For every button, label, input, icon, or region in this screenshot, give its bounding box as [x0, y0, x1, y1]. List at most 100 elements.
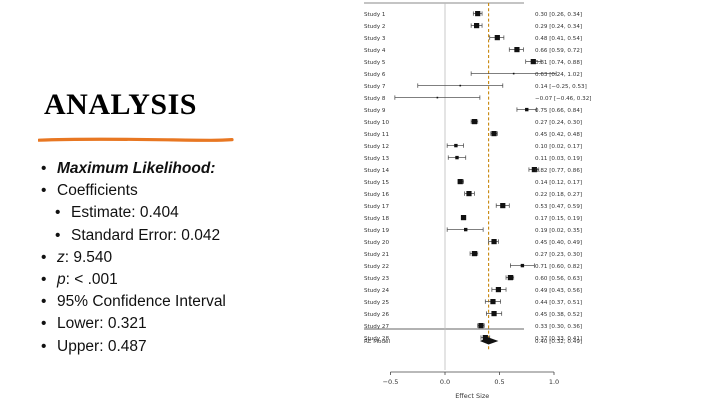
- study-point-estimate: [482, 335, 488, 341]
- study-label: Study 21: [364, 252, 389, 258]
- study-effect-text: 0.44 [0.37, 0.51]: [535, 300, 582, 306]
- x-tick-label: 1.0: [549, 378, 559, 386]
- bullet-method: Maximum Likelihood:: [40, 158, 226, 180]
- bullet-z: z: 9.540: [40, 247, 226, 269]
- study-effect-text: 0.27 [0.24, 0.30]: [535, 120, 582, 126]
- study-label: Study 24: [364, 288, 389, 294]
- study-effect-text: 0.82 [0.77, 0.86]: [535, 168, 582, 174]
- study-label: Study 9: [364, 108, 386, 114]
- study-effect-text: 0.81 [0.74, 0.88]: [535, 60, 582, 66]
- study-point-estimate: [466, 191, 472, 197]
- study-point-estimate: [507, 275, 513, 281]
- study-point-estimate: [491, 131, 497, 137]
- study-point-estimate: [478, 323, 484, 329]
- study-label: Study 1: [364, 12, 386, 18]
- study-effect-text: 0.30 [0.26, 0.34]: [535, 12, 582, 18]
- study-label: Study 6: [364, 72, 386, 78]
- x-tick-label: 0.0: [440, 378, 450, 386]
- study-effect-text: 0.63 [0.24, 1.02]: [535, 72, 582, 78]
- study-label: Study 15: [364, 180, 389, 186]
- study-point-estimate: [491, 311, 497, 317]
- slide-title: ANALYSIS: [44, 88, 197, 121]
- bullet-estimate: Estimate: 0.404: [54, 202, 226, 224]
- x-axis-label: Effect Size: [455, 392, 489, 400]
- study-label: Study 13: [364, 156, 389, 162]
- study-effect-text: 0.33 [0.30, 0.36]: [535, 324, 582, 330]
- study-point-estimate: [471, 119, 478, 125]
- study-label: Study 14: [364, 168, 389, 174]
- study-point-estimate: [531, 167, 537, 173]
- study-effect-text: 0.48 [0.41, 0.54]: [535, 36, 582, 42]
- study-point-estimate: [490, 299, 496, 305]
- study-label: Study 26: [364, 312, 389, 318]
- study-effect-text: 0.53 [0.47, 0.59]: [535, 204, 582, 210]
- study-label: Study 27: [364, 324, 389, 330]
- study-label: Study 16: [364, 192, 389, 198]
- study-effect-text: 0.71 [0.60, 0.82]: [535, 264, 582, 270]
- study-point-estimate: [474, 23, 480, 29]
- study-point-estimate: [494, 35, 500, 41]
- study-point-estimate: [520, 263, 525, 268]
- study-effect-text: 0.14 [0.12, 0.17]: [535, 180, 582, 186]
- summary-effect-text: 0.40 [0.32, 0.49]: [535, 339, 582, 345]
- results-list: Maximum Likelihood: Coefficients Estimat…: [40, 158, 226, 358]
- study-label: Study 8: [364, 96, 386, 102]
- study-label: Study 19: [364, 228, 389, 234]
- bullet-standard-error: Standard Error: 0.042: [54, 225, 226, 247]
- study-effect-text: 0.45 [0.40, 0.49]: [535, 240, 582, 246]
- study-effect-text: −0.07 [−0.46, 0.32]: [535, 96, 591, 102]
- study-effect-text: 0.14 [−0.25, 0.53]: [535, 84, 587, 90]
- study-effect-text: 0.19 [0.02, 0.35]: [535, 228, 582, 234]
- study-effect-text: 0.37 [0.33, 0.41]: [535, 336, 582, 342]
- study-effect-text: 0.75 [0.66, 0.84]: [535, 108, 582, 114]
- study-effect-text: 0.11 [0.03, 0.19]: [535, 156, 582, 162]
- study-label: Study 10: [364, 120, 389, 126]
- study-point-estimate: [455, 155, 459, 160]
- study-point-estimate: [495, 287, 502, 293]
- summary-label: RE Model: [364, 339, 390, 345]
- study-label: Study 2: [364, 24, 386, 30]
- bullet-p: p: < .001: [40, 269, 226, 291]
- study-point-estimate: [460, 215, 467, 221]
- study-label: Study 18: [364, 216, 389, 222]
- bullet-ci: 95% Confidence Interval: [40, 291, 226, 313]
- study-label: Study 17: [364, 204, 389, 210]
- bullet-coefficients: Coefficients: [40, 180, 226, 202]
- study-effect-text: 0.10 [0.02, 0.17]: [535, 144, 582, 150]
- study-effect-text: 0.45 [0.38, 0.52]: [535, 312, 582, 318]
- study-point-estimate: [471, 251, 478, 257]
- study-effect-text: 0.22 [0.18, 0.27]: [535, 192, 582, 198]
- bullet-lower: Lower: 0.321: [40, 313, 226, 335]
- study-label: Study 11: [364, 132, 389, 138]
- study-effect-text: 0.17 [0.15, 0.19]: [535, 216, 582, 222]
- study-effect-text: 0.66 [0.59, 0.72]: [535, 48, 582, 54]
- study-point-estimate: [475, 11, 481, 17]
- study-point-estimate: [512, 72, 515, 75]
- x-tick-label: −0.5: [383, 378, 399, 386]
- study-label: Study 12: [364, 144, 389, 150]
- study-label: Study 5: [364, 60, 386, 66]
- study-label: Study 23: [364, 276, 389, 282]
- study-point-estimate: [464, 227, 468, 232]
- study-label: Study 3: [364, 36, 386, 42]
- study-label: Study 4: [364, 48, 386, 54]
- study-label: Study 20: [364, 240, 389, 246]
- x-tick-label: 0.5: [494, 378, 504, 386]
- study-effect-text: 0.60 [0.56, 0.63]: [535, 276, 582, 282]
- study-point-estimate: [491, 239, 497, 245]
- study-point-estimate: [457, 179, 463, 185]
- study-label: Study 28: [364, 336, 389, 342]
- study-point-estimate: [500, 203, 506, 209]
- study-effect-text: 0.27 [0.23, 0.30]: [535, 252, 582, 258]
- study-effect-text: 0.29 [0.24, 0.34]: [535, 24, 582, 30]
- study-label: Study 22: [364, 264, 389, 270]
- study-effect-text: 0.45 [0.42, 0.48]: [535, 132, 582, 138]
- bullet-upper: Upper: 0.487: [40, 336, 226, 358]
- study-point-estimate: [514, 47, 520, 53]
- study-point-estimate: [454, 143, 458, 148]
- study-point-estimate: [530, 59, 536, 65]
- study-effect-text: 0.49 [0.43, 0.56]: [535, 288, 582, 294]
- study-point-estimate: [436, 96, 439, 99]
